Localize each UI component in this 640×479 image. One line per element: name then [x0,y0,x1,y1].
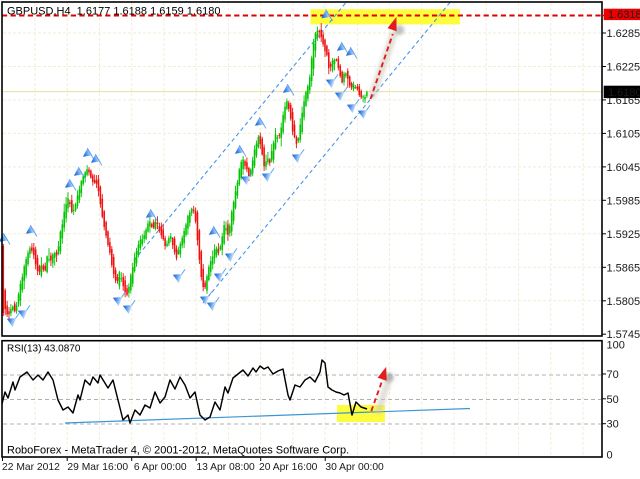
svg-text:1.6318: 1.6318 [608,9,640,21]
svg-text:30: 30 [607,419,619,431]
svg-text:29 Mar 16:00: 29 Mar 16:00 [67,462,128,473]
svg-text:0: 0 [607,449,613,461]
svg-text:70: 70 [607,369,619,381]
svg-text:1.6285: 1.6285 [607,28,640,40]
svg-text:1.6225: 1.6225 [607,62,640,74]
svg-text:1.6045: 1.6045 [607,162,640,174]
svg-text:1.6105: 1.6105 [607,128,640,140]
svg-text:1.5865: 1.5865 [607,262,640,274]
svg-text:RoboForex - MetaTrader 4, © 20: RoboForex - MetaTrader 4, © 2001-2012, M… [7,445,349,457]
svg-text:1.6180: 1.6180 [608,87,640,99]
svg-text:1.5985: 1.5985 [607,195,640,207]
svg-text:20 Apr 16:00: 20 Apr 16:00 [259,462,318,473]
svg-text:30 Apr 00:00: 30 Apr 00:00 [325,462,384,473]
svg-text:50: 50 [607,394,619,406]
svg-text:1.5745: 1.5745 [607,329,640,341]
svg-text:6 Apr 00:00: 6 Apr 00:00 [134,462,187,473]
svg-text:GBPUSD,H4 1.6177 1.6188 1.615: GBPUSD,H4 1.6177 1.6188 1.6159 1.6180 [7,6,220,18]
svg-text:22 Mar 2012: 22 Mar 2012 [2,462,60,473]
svg-text:13 Apr 08:00: 13 Apr 08:00 [196,462,255,473]
svg-text:100: 100 [607,340,625,352]
svg-text:1.5925: 1.5925 [607,229,640,241]
svg-text:1.5805: 1.5805 [607,296,640,308]
svg-text:RSI(13) 43.0870: RSI(13) 43.0870 [7,343,81,354]
